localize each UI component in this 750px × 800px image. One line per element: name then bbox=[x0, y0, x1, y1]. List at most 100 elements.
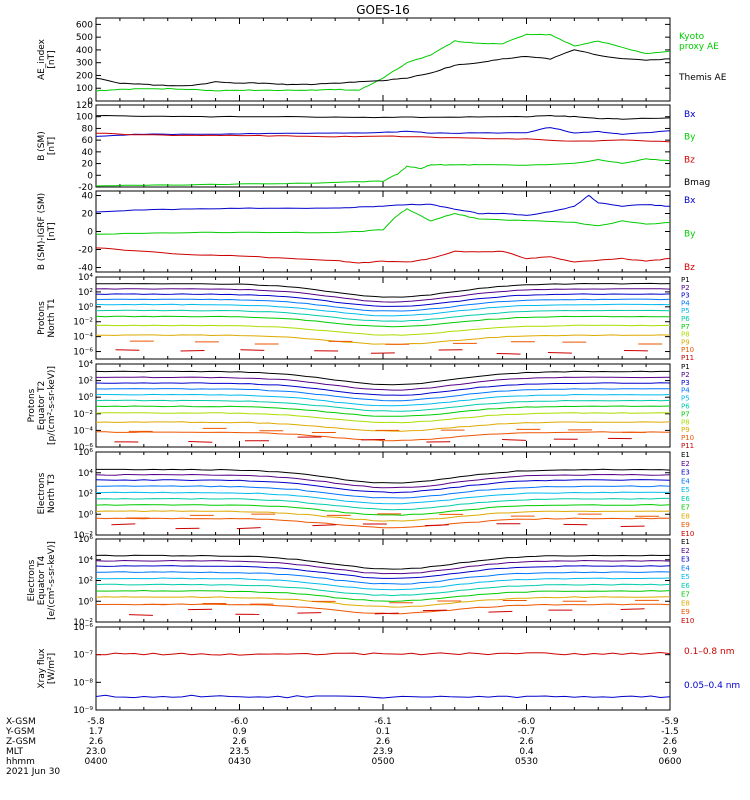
panel-data bbox=[96, 651, 670, 699]
legend-entry: E10 bbox=[681, 530, 694, 538]
y-tick-label: 10⁻⁷ bbox=[73, 651, 93, 661]
channel-line bbox=[96, 468, 670, 484]
panel-frame bbox=[95, 190, 671, 273]
legend-entry: E3 bbox=[681, 469, 690, 477]
panel-pnorth: 10⁴ 10² 10⁰ 10⁻² 10⁻⁴ 10⁻⁶ Protons North T1 P1P2… bbox=[37, 273, 694, 362]
legend-entry: E9 bbox=[681, 521, 690, 529]
legend-entry: E6 bbox=[681, 582, 690, 590]
y-axis-label: Electrons bbox=[37, 472, 47, 514]
ephemeris-value: 1.7 bbox=[89, 727, 103, 737]
series-line bbox=[96, 208, 670, 235]
series-line bbox=[96, 158, 670, 187]
y-tick-label: -40 bbox=[78, 264, 93, 274]
ephemeris-value: -1.5 bbox=[661, 727, 679, 737]
ephemeris-value: -6.0 bbox=[231, 717, 249, 727]
y-tick-label: 10² bbox=[78, 288, 93, 298]
y-tick-label: 10⁻² bbox=[73, 618, 93, 628]
chart-title: GOES-16 bbox=[356, 3, 410, 17]
legend-entry: E4 bbox=[681, 564, 690, 572]
ephemeris-value: 2.6 bbox=[376, 737, 391, 747]
y-axis-label: [p/(cm²-s-sr-keV)] bbox=[47, 366, 57, 445]
y-tick-label: 10² bbox=[78, 577, 93, 587]
panel-data bbox=[96, 468, 670, 530]
y-axis-label: AE_index bbox=[37, 38, 47, 80]
y-tick-label: 20 bbox=[82, 160, 94, 170]
series-line bbox=[96, 114, 670, 120]
channel-line bbox=[96, 589, 670, 602]
channel-line bbox=[96, 431, 670, 442]
panel-frame bbox=[95, 17, 671, 102]
channel-line bbox=[96, 510, 670, 522]
sparse-segment bbox=[374, 612, 399, 615]
legend-entry: E8 bbox=[681, 512, 690, 520]
channel-line bbox=[96, 309, 670, 322]
ephemeris-value: 0430 bbox=[228, 757, 251, 767]
channel-line bbox=[96, 376, 670, 391]
panel-data bbox=[96, 33, 670, 92]
sparse-segment bbox=[236, 527, 261, 530]
legend-entry: Bx bbox=[684, 196, 696, 206]
ephemeris-value: 0530 bbox=[515, 757, 538, 767]
legend-entry: P11 bbox=[681, 354, 694, 362]
legend-entry: E8 bbox=[681, 599, 690, 607]
legend-entry: By bbox=[684, 133, 696, 143]
channel-line bbox=[96, 603, 670, 615]
series-line bbox=[96, 49, 670, 87]
y-tick-label: 20 bbox=[82, 210, 94, 220]
channel-line bbox=[96, 497, 670, 511]
channel-line bbox=[96, 473, 670, 489]
series-line bbox=[96, 194, 670, 216]
y-axis-label: [nT] bbox=[47, 222, 57, 240]
legend-entry: Kyoto bbox=[679, 32, 705, 42]
channel-line bbox=[96, 565, 670, 579]
panel-ae: 0 100 200 300 400 500 600 AE_index [nT] Kyotoprox… bbox=[37, 17, 727, 107]
y-tick-label: 10⁻⁴ bbox=[73, 426, 93, 436]
ephemeris-date: 2021 Jun 30 bbox=[6, 767, 60, 777]
channel-line bbox=[96, 315, 670, 328]
y-axis-label: Electrons bbox=[27, 559, 37, 601]
legend-entry: P6 bbox=[681, 403, 690, 411]
channel-line bbox=[96, 288, 670, 303]
ephemeris-value: -0.7 bbox=[518, 727, 536, 737]
legend-entry: 0.05–0.4 nm bbox=[684, 681, 740, 691]
ephemeris-value: 0.9 bbox=[232, 727, 247, 737]
y-axis-label: Equator T2 bbox=[37, 381, 47, 430]
ephemeris-value: 0.4 bbox=[519, 747, 534, 757]
series-line bbox=[96, 127, 670, 137]
sparse-segment bbox=[547, 352, 572, 354]
y-tick-label: 10⁴ bbox=[78, 360, 93, 370]
y-tick-label: 0 bbox=[87, 228, 93, 238]
ephemeris-row-label: Z-GSM bbox=[6, 737, 36, 747]
channel-line bbox=[96, 382, 670, 396]
y-axis-label: [nT] bbox=[47, 50, 57, 68]
ephemeris-row-label: X-GSM bbox=[6, 717, 36, 727]
legend-entry: By bbox=[684, 230, 696, 240]
channel-line bbox=[96, 399, 670, 412]
legend-entry: E2 bbox=[681, 547, 690, 555]
ephemeris-value: 0400 bbox=[85, 757, 108, 767]
legend-entry: P11 bbox=[681, 442, 694, 450]
y-tick-label: 10⁶ bbox=[78, 535, 93, 545]
legend-entry: P6 bbox=[681, 315, 690, 323]
y-tick-label: 0 bbox=[87, 171, 93, 181]
legend-entry: E10 bbox=[681, 617, 694, 625]
legend-entry: P7 bbox=[681, 410, 690, 418]
y-tick-label: 80 bbox=[82, 124, 94, 134]
channel-line bbox=[96, 503, 670, 516]
y-tick-label: 400 bbox=[76, 46, 93, 56]
channel-line bbox=[96, 303, 670, 317]
legend-entry: P8 bbox=[681, 331, 690, 339]
ephemeris-value: 2.6 bbox=[663, 737, 678, 747]
y-tick-label: 40 bbox=[82, 192, 94, 202]
y-tick-label: 200 bbox=[76, 71, 93, 81]
legend-entry: E3 bbox=[681, 556, 690, 564]
y-tick-label: 10⁰ bbox=[78, 393, 93, 403]
channel-line bbox=[96, 583, 670, 597]
y-tick-label: 10² bbox=[78, 490, 93, 500]
y-tick-label: 60 bbox=[82, 136, 94, 146]
y-tick-label: 100 bbox=[76, 84, 93, 94]
y-tick-label: 10⁻⁹ bbox=[73, 706, 93, 716]
panel-bigrf: -40 -20 0 20 40 B (SM)-IGRF (SM) [nT] Bx By Bz bbox=[37, 190, 696, 274]
legend-entry: P5 bbox=[681, 395, 690, 403]
